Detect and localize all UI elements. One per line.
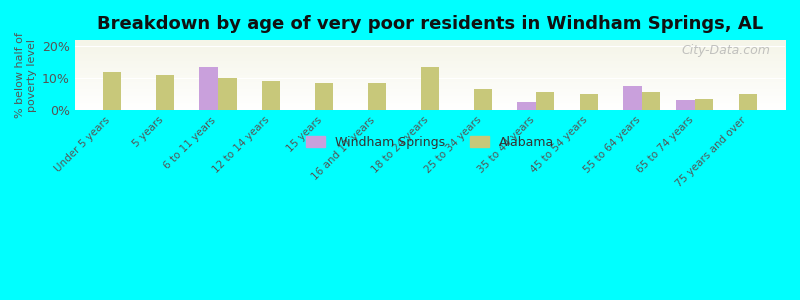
Legend: Windham Springs, Alabama: Windham Springs, Alabama bbox=[301, 131, 559, 154]
Bar bbox=[738, 94, 757, 110]
Bar bbox=[314, 83, 334, 110]
Bar bbox=[102, 72, 122, 110]
Y-axis label: % below half of
poverty level: % below half of poverty level bbox=[15, 32, 37, 118]
Title: Breakdown by age of very poor residents in Windham Springs, AL: Breakdown by age of very poor residents … bbox=[97, 15, 763, 33]
Bar bbox=[536, 92, 554, 110]
Bar bbox=[156, 75, 174, 110]
Bar bbox=[199, 67, 218, 110]
Bar bbox=[368, 83, 386, 110]
Bar bbox=[518, 102, 536, 110]
Bar bbox=[421, 67, 439, 110]
Bar bbox=[695, 99, 714, 110]
Bar bbox=[474, 89, 492, 110]
Bar bbox=[676, 100, 695, 110]
Bar bbox=[218, 78, 237, 110]
Text: City-Data.com: City-Data.com bbox=[682, 44, 770, 57]
Bar bbox=[580, 94, 598, 110]
Bar bbox=[623, 86, 642, 110]
Bar bbox=[642, 92, 661, 110]
Bar bbox=[262, 81, 280, 110]
